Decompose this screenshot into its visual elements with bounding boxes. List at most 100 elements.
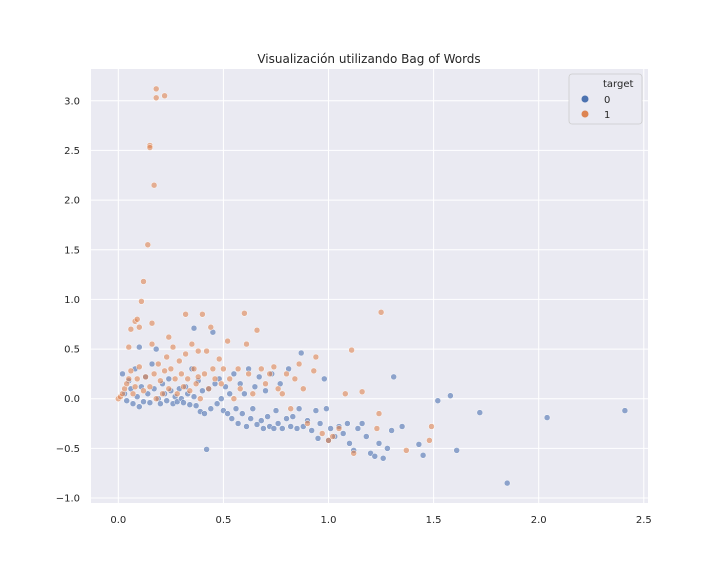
data-point (167, 365, 175, 373)
legend-label-0: 0 (604, 95, 610, 106)
y-axis-ticks: −1.0 −0.5 0.0 0.5 1.0 1.5 2.0 2.5 3.0 (56, 96, 80, 504)
data-point (283, 415, 290, 422)
data-point (148, 360, 156, 368)
data-point (258, 365, 265, 373)
data-point (447, 392, 454, 399)
data-point (188, 340, 196, 348)
data-point (205, 385, 212, 393)
data-point (165, 385, 173, 393)
data-point (241, 390, 248, 398)
data-point (335, 425, 343, 432)
data-point (165, 333, 173, 341)
x-tick-label: 1.0 (321, 515, 337, 526)
data-point (388, 427, 395, 434)
chart-title: Visualización utilizando Bag of Words (257, 52, 480, 66)
x-axis-ticks: 0.0 0.5 1.0 1.5 2.0 2.5 (110, 515, 651, 526)
data-point (249, 390, 257, 398)
data-point (190, 365, 198, 373)
data-point (262, 387, 269, 395)
data-point (272, 407, 280, 414)
data-point (152, 85, 160, 93)
data-point (228, 415, 236, 422)
data-point (155, 360, 162, 368)
data-point (239, 410, 246, 417)
data-point (123, 397, 130, 404)
data-point (129, 390, 137, 398)
data-point (377, 309, 385, 316)
legend-title: target (603, 79, 633, 90)
data-point (339, 430, 347, 437)
data-point (358, 420, 366, 427)
data-point (169, 343, 177, 351)
data-point (426, 437, 433, 444)
data-point (234, 420, 242, 427)
data-point (342, 390, 349, 398)
data-point (199, 311, 206, 318)
data-point (140, 387, 147, 395)
data-point (258, 417, 265, 424)
data-point (180, 383, 187, 391)
series-1 (115, 85, 435, 457)
data-point (157, 400, 164, 407)
y-tick-label: −0.5 (56, 444, 80, 455)
data-point (270, 425, 278, 432)
data-point (211, 375, 219, 383)
data-point (146, 144, 154, 151)
data-point (325, 437, 332, 444)
x-tick-label: 2.5 (636, 515, 652, 526)
legend-marker-0 (581, 95, 589, 103)
data-point (243, 340, 250, 348)
data-point (260, 425, 267, 432)
data-point (136, 343, 143, 351)
data-point (241, 310, 248, 317)
y-tick-label: 1.0 (64, 295, 80, 306)
data-point (127, 325, 135, 333)
data-point (186, 401, 194, 408)
data-point (373, 425, 381, 432)
data-point (428, 423, 435, 430)
scatter-points (115, 85, 629, 487)
data-point (266, 370, 273, 378)
data-point (136, 403, 143, 410)
data-point (274, 420, 282, 427)
data-point (194, 373, 202, 381)
data-point (163, 397, 170, 404)
data-point (279, 425, 286, 432)
data-point (119, 370, 126, 378)
data-point (161, 92, 168, 100)
data-point (279, 390, 286, 398)
data-point (150, 181, 158, 189)
y-tick-label: 2.5 (64, 146, 80, 157)
data-point (329, 433, 336, 440)
data-point (157, 377, 164, 385)
data-point (350, 450, 357, 457)
data-point (171, 375, 179, 383)
data-point (274, 385, 282, 393)
data-point (323, 405, 330, 412)
data-point (197, 395, 204, 402)
data-point (201, 410, 208, 417)
data-point (186, 387, 194, 395)
data-point (379, 455, 387, 462)
data-point (262, 380, 269, 388)
legend: target 0 1 (568, 73, 643, 125)
grid-lines (91, 69, 648, 503)
data-point (159, 390, 166, 398)
data-point (215, 355, 223, 363)
data-point (230, 395, 238, 402)
data-point (182, 311, 189, 318)
data-point (249, 405, 257, 412)
data-point (247, 415, 254, 422)
data-point (203, 446, 210, 453)
data-point (390, 373, 397, 381)
data-point (371, 453, 379, 460)
data-point (209, 365, 217, 373)
data-point (354, 425, 362, 432)
data-point (213, 400, 221, 407)
data-point (245, 370, 252, 378)
y-tick-label: 3.0 (64, 96, 80, 107)
data-point (255, 373, 263, 381)
data-point (236, 385, 244, 393)
data-point (398, 423, 406, 430)
